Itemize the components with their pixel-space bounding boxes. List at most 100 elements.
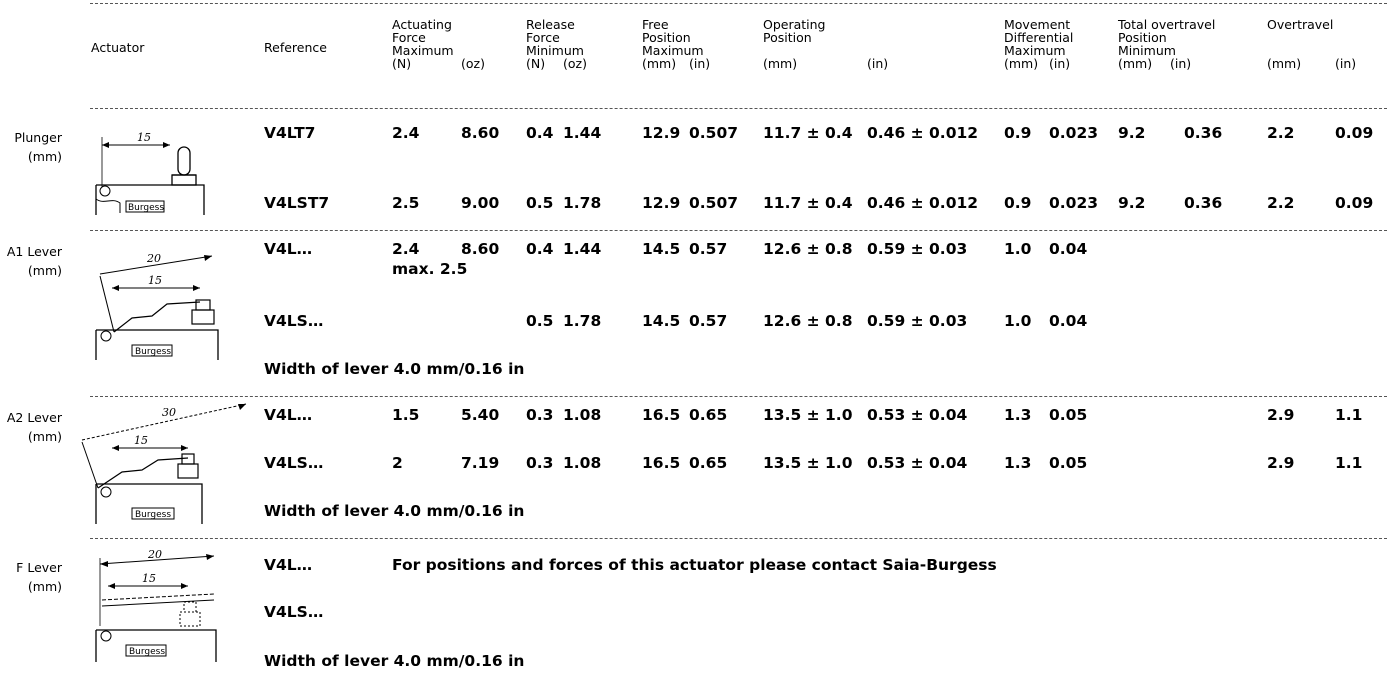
fp-in: 0.65 — [689, 406, 728, 424]
op-mm: 13.5 ± 1.0 — [763, 454, 853, 472]
rf-oz: 1.78 — [563, 194, 602, 212]
unit-to-mm: (mm) — [1118, 56, 1153, 71]
hdr-free-1: Free — [642, 17, 669, 32]
unit-md-mm: (mm) — [1004, 56, 1039, 71]
to-mm: 9.2 — [1118, 124, 1146, 142]
rf-n: 0.3 — [526, 454, 554, 472]
unit-op-in: (in) — [867, 56, 889, 71]
label-line: (mm) — [27, 579, 62, 594]
group-label-a2: A2 Lever (mm) — [0, 408, 62, 446]
unit-af-n: (N) — [392, 56, 412, 71]
label-line: F Lever — [16, 560, 62, 575]
hdr-free-2: Position — [642, 30, 691, 45]
unit-fp-in: (in) — [689, 56, 711, 71]
rule-header — [90, 108, 1387, 109]
brand-label: Burgess — [135, 510, 171, 520]
op-in: 0.46 ± 0.012 — [867, 124, 979, 142]
op-in: 0.59 ± 0.03 — [867, 240, 968, 258]
brand-label: Burgess — [128, 203, 164, 213]
hdr-movement-2: Differential — [1004, 30, 1074, 45]
ov-in: 0.09 — [1335, 124, 1374, 142]
dim-20: 20 — [147, 548, 162, 561]
op-mm: 12.6 ± 0.8 — [763, 240, 853, 258]
brand-label: Burgess — [129, 647, 165, 657]
contact-note: For positions and forces of this actuato… — [392, 556, 997, 574]
ov-in: 0.09 — [1335, 194, 1374, 212]
unit-to-in: (in) — [1170, 56, 1192, 71]
md-in: 0.04 — [1049, 240, 1088, 258]
hdr-total-3: Minimum — [1118, 43, 1176, 58]
op-mm: 11.7 ± 0.4 — [763, 194, 853, 212]
fp-mm: 14.5 — [642, 312, 681, 330]
dim-30: 30 — [162, 406, 176, 419]
ov-in: 1.1 — [1335, 454, 1363, 472]
ov-mm: 2.9 — [1267, 454, 1295, 472]
ref: V4LS… — [264, 454, 324, 472]
hdr-movement-3: Maximum — [1004, 43, 1066, 58]
af-n: 2.5 — [392, 194, 420, 212]
rule-a2 — [90, 538, 1387, 539]
fp-mm: 16.5 — [642, 454, 681, 472]
hdr-release-1: Release — [526, 17, 575, 32]
md-in: 0.023 — [1049, 194, 1099, 212]
group-label-f: F Lever (mm) — [0, 558, 62, 596]
fp-mm: 12.9 — [642, 194, 681, 212]
ref: V4LS… — [264, 603, 324, 621]
dim-15: 15 — [148, 274, 162, 287]
ov-mm: 2.2 — [1267, 194, 1295, 212]
rule-a1 — [90, 396, 1387, 397]
ov-in: 1.1 — [1335, 406, 1363, 424]
md-in: 0.05 — [1049, 406, 1088, 424]
label-line: Plunger — [14, 130, 62, 145]
rf-oz: 1.44 — [563, 240, 602, 258]
hdr-operating-1: Operating — [763, 17, 826, 32]
label-line: (mm) — [27, 429, 62, 444]
hdr-operating-2: Position — [763, 30, 812, 45]
ref: V4L… — [264, 556, 313, 574]
dim-15: 15 — [137, 131, 151, 144]
group-label-a1: A1 Lever (mm) — [0, 242, 62, 280]
hdr-overtravel-1: Overtravel — [1267, 17, 1334, 32]
unit-rf-n: (N) — [526, 56, 546, 71]
af-oz: 5.40 — [461, 406, 500, 424]
af-oz: 8.60 — [461, 240, 500, 258]
lever-width-note: Width of lever 4.0 mm/0.16 in — [264, 652, 525, 670]
rule-top — [90, 3, 1387, 4]
af-n: 2 — [392, 454, 403, 472]
rf-n: 0.4 — [526, 124, 554, 142]
hdr-actuating-3: Maximum — [392, 43, 454, 58]
ref: V4LT7 — [264, 124, 316, 142]
af-extra: max. 2.5 — [392, 260, 468, 278]
unit-ov-in: (in) — [1335, 56, 1357, 71]
hdr-actuator: Actuator — [91, 40, 145, 55]
hdr-total-2: Position — [1118, 30, 1167, 45]
md-mm: 0.9 — [1004, 194, 1032, 212]
fp-in: 0.57 — [689, 312, 728, 330]
group-label-plunger: Plunger (mm) — [0, 128, 62, 166]
dim-15: 15 — [142, 572, 156, 585]
hdr-actuating-1: Actuating — [392, 17, 452, 32]
dim-20: 20 — [146, 252, 161, 265]
lever-width-note: Width of lever 4.0 mm/0.16 in — [264, 502, 525, 520]
op-in: 0.53 ± 0.04 — [867, 406, 968, 424]
af-n: 2.4 — [392, 124, 420, 142]
hdr-free-3: Maximum — [642, 43, 704, 58]
rf-n: 0.5 — [526, 194, 554, 212]
unit-ov-mm: (mm) — [1267, 56, 1302, 71]
to-in: 0.36 — [1184, 194, 1223, 212]
op-in: 0.59 ± 0.03 — [867, 312, 968, 330]
rule-plunger — [90, 230, 1387, 231]
hdr-release-2: Force — [526, 30, 560, 45]
fp-mm: 12.9 — [642, 124, 681, 142]
ref: V4L… — [264, 240, 313, 258]
op-in: 0.53 ± 0.04 — [867, 454, 968, 472]
unit-af-oz: (oz) — [461, 56, 485, 71]
label-line: (mm) — [27, 263, 62, 278]
md-mm: 1.3 — [1004, 454, 1032, 472]
to-mm: 9.2 — [1118, 194, 1146, 212]
md-in: 0.04 — [1049, 312, 1088, 330]
af-oz: 8.60 — [461, 124, 500, 142]
rf-oz: 1.44 — [563, 124, 602, 142]
plunger-actuator-drawing: 15 Burgess — [95, 131, 205, 215]
a1-lever-actuator-drawing: 20 15 Burgess — [95, 252, 219, 360]
